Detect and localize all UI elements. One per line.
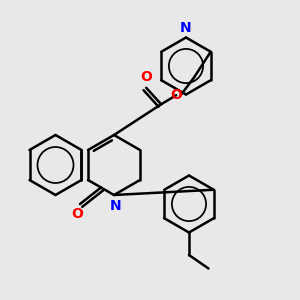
Text: O: O [71, 207, 83, 221]
Text: N: N [180, 20, 192, 34]
Text: O: O [140, 70, 152, 84]
Text: N: N [110, 200, 121, 214]
Text: O: O [170, 88, 182, 102]
